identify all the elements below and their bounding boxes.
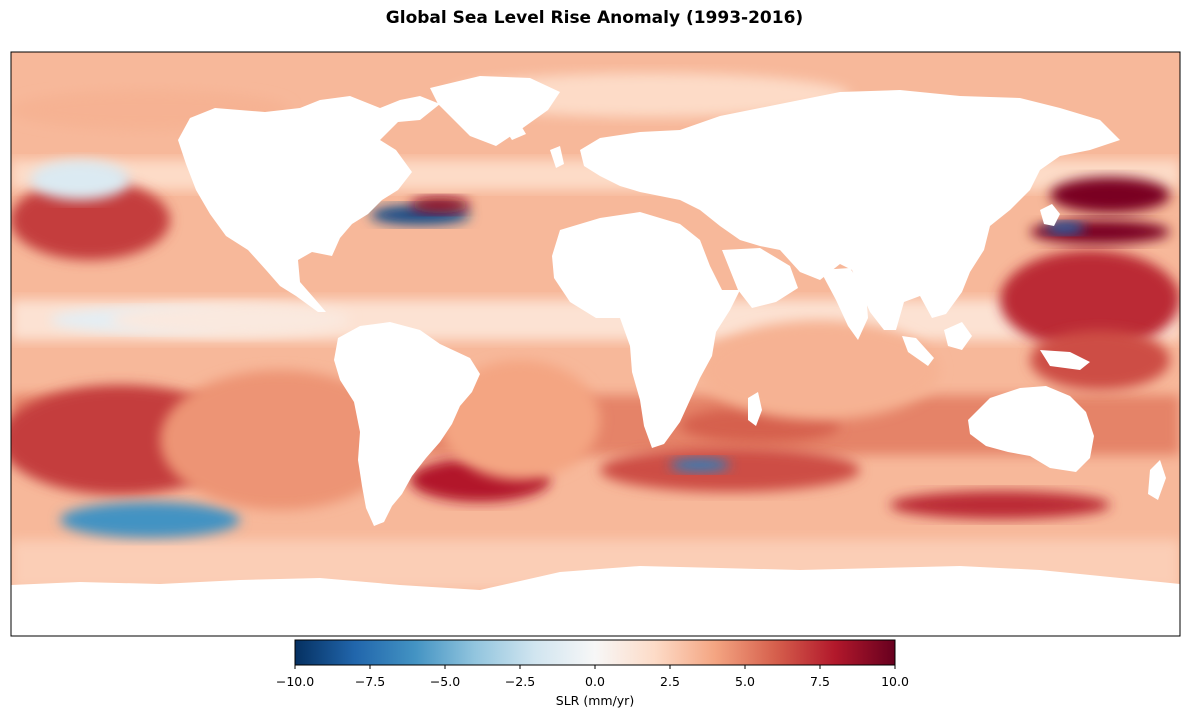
colorbar-tick-label: 0.0: [585, 674, 605, 689]
colorbar-tick-label: 7.5: [810, 674, 830, 689]
land-mask: [11, 76, 1180, 636]
colorbar: [294, 639, 896, 669]
land-uk: [550, 146, 564, 168]
land-japan: [1040, 204, 1060, 226]
land-north-america: [178, 96, 440, 312]
land-madagascar: [748, 392, 762, 426]
sla-region: [1045, 222, 1085, 234]
land-australia: [968, 386, 1094, 472]
sla-region: [890, 491, 1110, 519]
sla-region: [600, 448, 860, 492]
land-africa: [552, 212, 740, 448]
sla-region: [410, 197, 470, 213]
colorbar-tick-label: 2.5: [660, 674, 680, 689]
land-south-america: [334, 322, 480, 526]
sla-region: [30, 160, 130, 200]
colorbar-tick-label: −7.5: [354, 674, 386, 689]
sla-region: [1030, 330, 1170, 390]
sla-region: [160, 370, 400, 510]
sla-region: [110, 304, 350, 336]
land-eurasia: [580, 90, 1120, 330]
sla-region: [1050, 177, 1170, 213]
land-arabia: [722, 248, 798, 308]
map-frame: [10, 51, 1181, 637]
land-sumatra: [902, 336, 934, 366]
colorbar-gradient: [294, 639, 896, 666]
land-india: [820, 268, 868, 340]
chart-title: Global Sea Level Rise Anomaly (1993-2016…: [385, 8, 804, 28]
land-antarctica: [11, 566, 1180, 636]
sla-region: [60, 502, 240, 538]
land-borneo: [944, 322, 972, 350]
sla-region: [440, 360, 600, 480]
land-greenland: [430, 76, 560, 146]
colorbar-label: SLR (mm/yr): [555, 693, 635, 708]
colorbar-tick-label: 5.0: [735, 674, 755, 689]
land-new-guinea: [1040, 350, 1090, 370]
colorbar-tick-label: −5.0: [429, 674, 461, 689]
sla-region: [670, 458, 730, 472]
land-iceland: [504, 124, 526, 140]
colorbar-tick-label: −2.5: [504, 674, 536, 689]
colorbar-tick-label: 10.0: [881, 674, 909, 689]
sla-region: [1000, 250, 1180, 350]
land-new-zealand: [1148, 460, 1166, 500]
sla-region: [11, 180, 170, 260]
colorbar-tick-label: −10.0: [275, 674, 315, 689]
sla-region: [700, 320, 940, 420]
